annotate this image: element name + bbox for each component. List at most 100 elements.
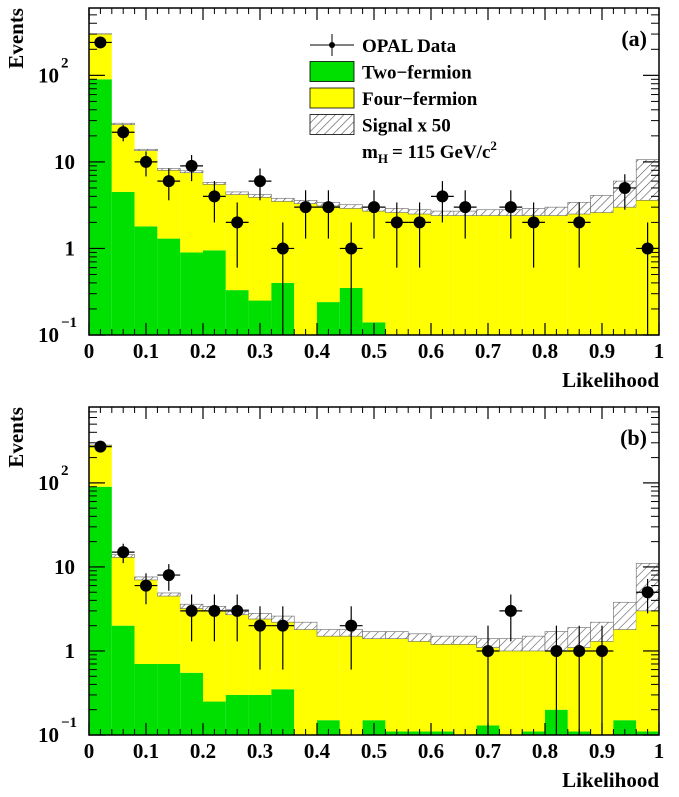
data-point xyxy=(345,619,358,632)
x-tick-label: 0.8 xyxy=(532,739,558,763)
data-point xyxy=(368,201,380,214)
data-point xyxy=(641,586,654,599)
data-point xyxy=(94,440,107,453)
annotation-rest: = 115 GeV/c xyxy=(392,142,490,163)
histogram-bar xyxy=(453,215,477,335)
data-point xyxy=(208,604,221,617)
legend-marker xyxy=(329,42,335,48)
data-point xyxy=(162,569,175,582)
histogram-bar xyxy=(385,638,409,732)
x-axis-label: Likelihood xyxy=(562,368,659,392)
x-tick-label: 1 xyxy=(654,339,665,363)
histogram-bar xyxy=(476,215,500,335)
x-tick-label: 0.1 xyxy=(133,339,159,363)
histogram-bar xyxy=(203,701,226,735)
histogram-bar xyxy=(225,614,249,695)
y-tick-label: 1 xyxy=(65,236,76,260)
histogram-bar xyxy=(317,205,340,303)
histogram-bar xyxy=(407,633,432,642)
data-point xyxy=(231,216,244,229)
x-tick-label: 0.2 xyxy=(190,739,216,763)
histogram-bar xyxy=(521,635,546,652)
annotation-sup: 2 xyxy=(490,138,497,153)
histogram-bar xyxy=(522,650,545,732)
histogram-bar xyxy=(293,621,318,630)
histogram-bar xyxy=(636,610,659,732)
data-point xyxy=(140,155,152,168)
annotation-main: m xyxy=(362,142,378,163)
histogram-bar xyxy=(431,644,454,732)
histogram-bar xyxy=(453,635,477,645)
x-tick-label: 0.9 xyxy=(589,739,615,763)
x-tick-label: 0.3 xyxy=(247,339,273,363)
x-tick-label: 0 xyxy=(84,339,95,363)
histogram-bar xyxy=(180,252,203,335)
histogram-bar xyxy=(522,215,545,335)
x-tick-label: 0.4 xyxy=(304,339,331,363)
histogram-bar xyxy=(362,638,386,721)
histogram-bar xyxy=(271,689,295,735)
data-point xyxy=(527,216,540,229)
data-point xyxy=(117,546,130,559)
histogram-bar xyxy=(248,694,272,735)
data-point xyxy=(254,619,266,632)
histogram-bar xyxy=(134,579,158,664)
y-tick-exponent: 2 xyxy=(61,55,69,71)
data-point xyxy=(413,216,426,229)
data-point xyxy=(322,201,335,214)
data-point xyxy=(459,201,472,214)
y-axis-label: Events xyxy=(4,8,28,69)
data-point xyxy=(436,190,449,203)
data-point xyxy=(162,175,175,188)
y-tick-label: 10 xyxy=(38,723,59,747)
histogram-bar xyxy=(89,486,112,735)
data-point xyxy=(185,604,198,617)
histogram-bar xyxy=(271,197,295,202)
data-point xyxy=(618,181,631,194)
histogram-bar xyxy=(89,79,112,335)
histogram-bar xyxy=(157,170,181,239)
x-axis-label: Likelihood xyxy=(562,768,659,792)
data-point xyxy=(504,201,517,214)
histogram-bar xyxy=(590,195,614,213)
histogram-bar xyxy=(89,445,112,487)
histogram-bar xyxy=(248,197,272,301)
data-point xyxy=(117,126,130,139)
data-point xyxy=(231,604,244,617)
data-point xyxy=(254,175,266,188)
histogram-bar xyxy=(362,631,386,639)
y-axis-label: Events xyxy=(4,407,28,468)
histogram-bar xyxy=(294,203,317,335)
histogram-bar xyxy=(499,215,523,335)
data-point xyxy=(641,242,654,255)
histogram-bar xyxy=(180,172,203,253)
y-tick-exponent: −1 xyxy=(61,715,77,731)
histogram-bar xyxy=(134,663,158,735)
histogram-bar xyxy=(134,150,158,227)
histogram-bar xyxy=(476,209,500,216)
data-point xyxy=(345,242,358,255)
y-tick-label: 1 xyxy=(65,639,76,663)
histogram-bar xyxy=(317,720,340,735)
plot-area xyxy=(88,444,660,735)
data-point xyxy=(573,644,586,657)
histogram-bar xyxy=(248,300,272,335)
histogram-bar xyxy=(111,625,135,735)
legend-label: Two−fermion xyxy=(362,63,472,84)
histogram-bar xyxy=(157,663,181,735)
data-point xyxy=(208,190,221,203)
x-tick-label: 0.5 xyxy=(361,339,387,363)
histogram-bar xyxy=(316,629,341,637)
histogram-bar xyxy=(499,650,523,735)
histogram-bar xyxy=(385,212,409,335)
histogram-bar xyxy=(408,641,431,732)
histogram-bar xyxy=(613,629,637,721)
histogram-bar xyxy=(613,207,637,335)
histogram-bar xyxy=(453,644,477,735)
y-tick-base: 10 xyxy=(38,471,59,495)
histogram-bar xyxy=(362,211,386,323)
histogram-bar xyxy=(567,214,591,335)
histogram-bar xyxy=(89,34,112,80)
legend-label: OPAL Data xyxy=(362,36,457,57)
